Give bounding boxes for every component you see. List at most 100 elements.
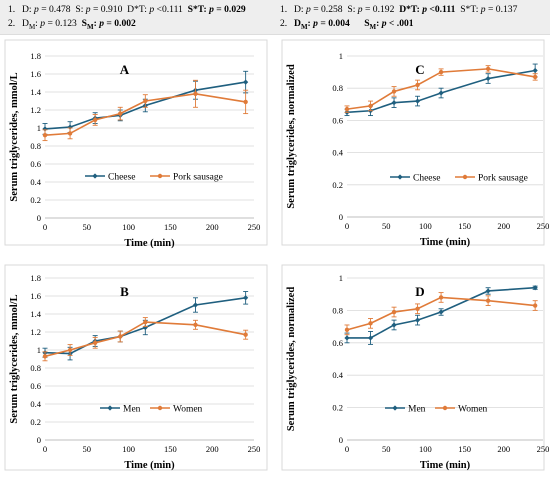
stats-text-fragment: p [209,4,214,15]
stats-text-fragment: = 0.137 [485,4,518,15]
stats-text-fragment: p [306,4,311,15]
y-tick-label: 1.8 [30,51,41,61]
stats-line-left-1: 1. D: p = 0.478 S: p = 0.910 D*T: p <0.11… [8,4,246,16]
legend-label: Cheese [413,174,440,184]
x-tick-label: 250 [248,444,261,454]
x-tick-label: 0 [43,222,47,232]
panel-letter: C [415,62,424,77]
data-point [42,354,48,359]
data-point [243,332,248,337]
stats-text-fragment: S*T: [455,4,481,15]
stats-line-right-1: 1. D: p = 0.258 S: p = 0.192 D*T: p <0.11… [280,4,517,16]
data-point [438,69,444,75]
stats-text-fragment: : [307,18,314,29]
y-tick-label: 1.2 [30,105,41,115]
x-tick-label: 50 [83,444,92,454]
chart-panel-a: 0 0.2 0.4 0.6 0.8 1 1.2 1.4 1.6 1.8 0 50 100 150 200 25… [4,39,268,249]
stats-text-fragment: p [381,18,387,29]
data-point [415,306,420,311]
stats-text-fragment: = 0.192 [362,4,400,15]
stats-text-fragment: < .001 [386,18,414,29]
y-tick-label: 0 [37,435,41,445]
y-tick-label: 0 [37,213,41,223]
stats-text-fragment: M [300,22,308,31]
data-point [344,327,350,333]
x-tick-label: 0 [43,444,47,454]
legend-marker [157,405,163,411]
x-tick-label: 250 [537,221,550,231]
x-tick-label: 0 [345,221,349,231]
y-axis-title: Serum triglycerides, mmol/L [9,72,20,201]
legend-marker [462,174,468,180]
stats-text-fragment: S [364,18,370,29]
stats-text-fragment: : [376,18,382,29]
x-axis-title: Time (min) [420,460,471,471]
stats-text-fragment: D [294,18,301,29]
data-point [438,295,444,300]
data-point [92,340,98,345]
data-point [391,89,397,94]
panel-letter: B [120,284,129,299]
stats-line-right-2: 2. DM: p = 0.004 SM: p < .001 [280,18,414,30]
data-point [243,79,249,85]
data-point [193,91,198,97]
y-tick-label: 1.4 [30,309,41,319]
y-tick-label: 1.2 [30,327,41,337]
stats-text-fragment: S [81,18,87,29]
stats-text-fragment: M [86,22,94,31]
x-tick-label: 200 [206,222,219,232]
data-point [118,334,123,339]
data-point [118,111,123,116]
data-point [143,98,148,104]
stats-text-fragment: = 0.029 [213,4,246,15]
stats-text-fragment: D: [294,4,306,15]
stats-text-fragment: M [369,22,377,31]
y-axis-title: Serum triglycerides, normalized [286,64,297,208]
data-point [485,288,491,294]
data-point [368,321,373,326]
statistics-header: 1. D: p = 0.478 S: p = 0.910 D*T: p <0.11… [0,0,550,35]
data-point [192,302,199,308]
stats-text-fragment: p [40,18,46,29]
stats-text-fragment: = 0.910 D*T: [90,4,150,15]
stats-text-fragment: : [35,18,41,29]
data-point [42,133,48,138]
legend-label: Men [408,405,426,415]
stats-text-fragment: p [480,4,486,15]
stats-text-fragment: D [22,18,29,29]
data-point [67,347,73,353]
data-point [415,82,420,88]
y-tick-label: 0.4 [332,370,343,380]
x-tick-label: 0 [345,444,349,454]
data-point [485,66,491,72]
y-tick-label: 1.6 [30,69,41,79]
x-tick-label: 50 [382,444,391,454]
data-point [193,322,198,327]
panel-frame [281,39,545,246]
y-tick-label: 1 [37,123,41,133]
x-tick-label: 250 [248,222,261,232]
legend-marker [157,173,163,179]
stats-line-left-2: 2. DM: p = 0.123 SM: p = 0.002 [8,18,136,30]
data-point [485,75,491,82]
x-axis-title: Time (min) [420,237,471,248]
panel-letter: A [120,62,130,77]
legend-marker [442,405,448,411]
stats-line-number: 1. [280,4,288,15]
stats-text-fragment: S*T: [187,4,210,15]
legend-label: Cheese [108,173,135,183]
stats-line-number: 2. [8,18,16,29]
y-tick-label: 0.6 [332,115,343,125]
legend-label: Men [123,405,141,415]
stats-text-fragment: p [422,4,427,15]
data-point [438,309,444,315]
y-tick-label: 1 [339,51,343,61]
y-tick-label: 0.6 [332,338,343,348]
x-tick-label: 200 [497,221,510,231]
y-tick-label: 0.6 [30,159,41,169]
stats-text-fragment: = 0.478 S: [38,4,86,15]
y-tick-label: 0.6 [30,381,41,391]
legend-label: Women [458,405,488,415]
data-point [532,285,538,291]
